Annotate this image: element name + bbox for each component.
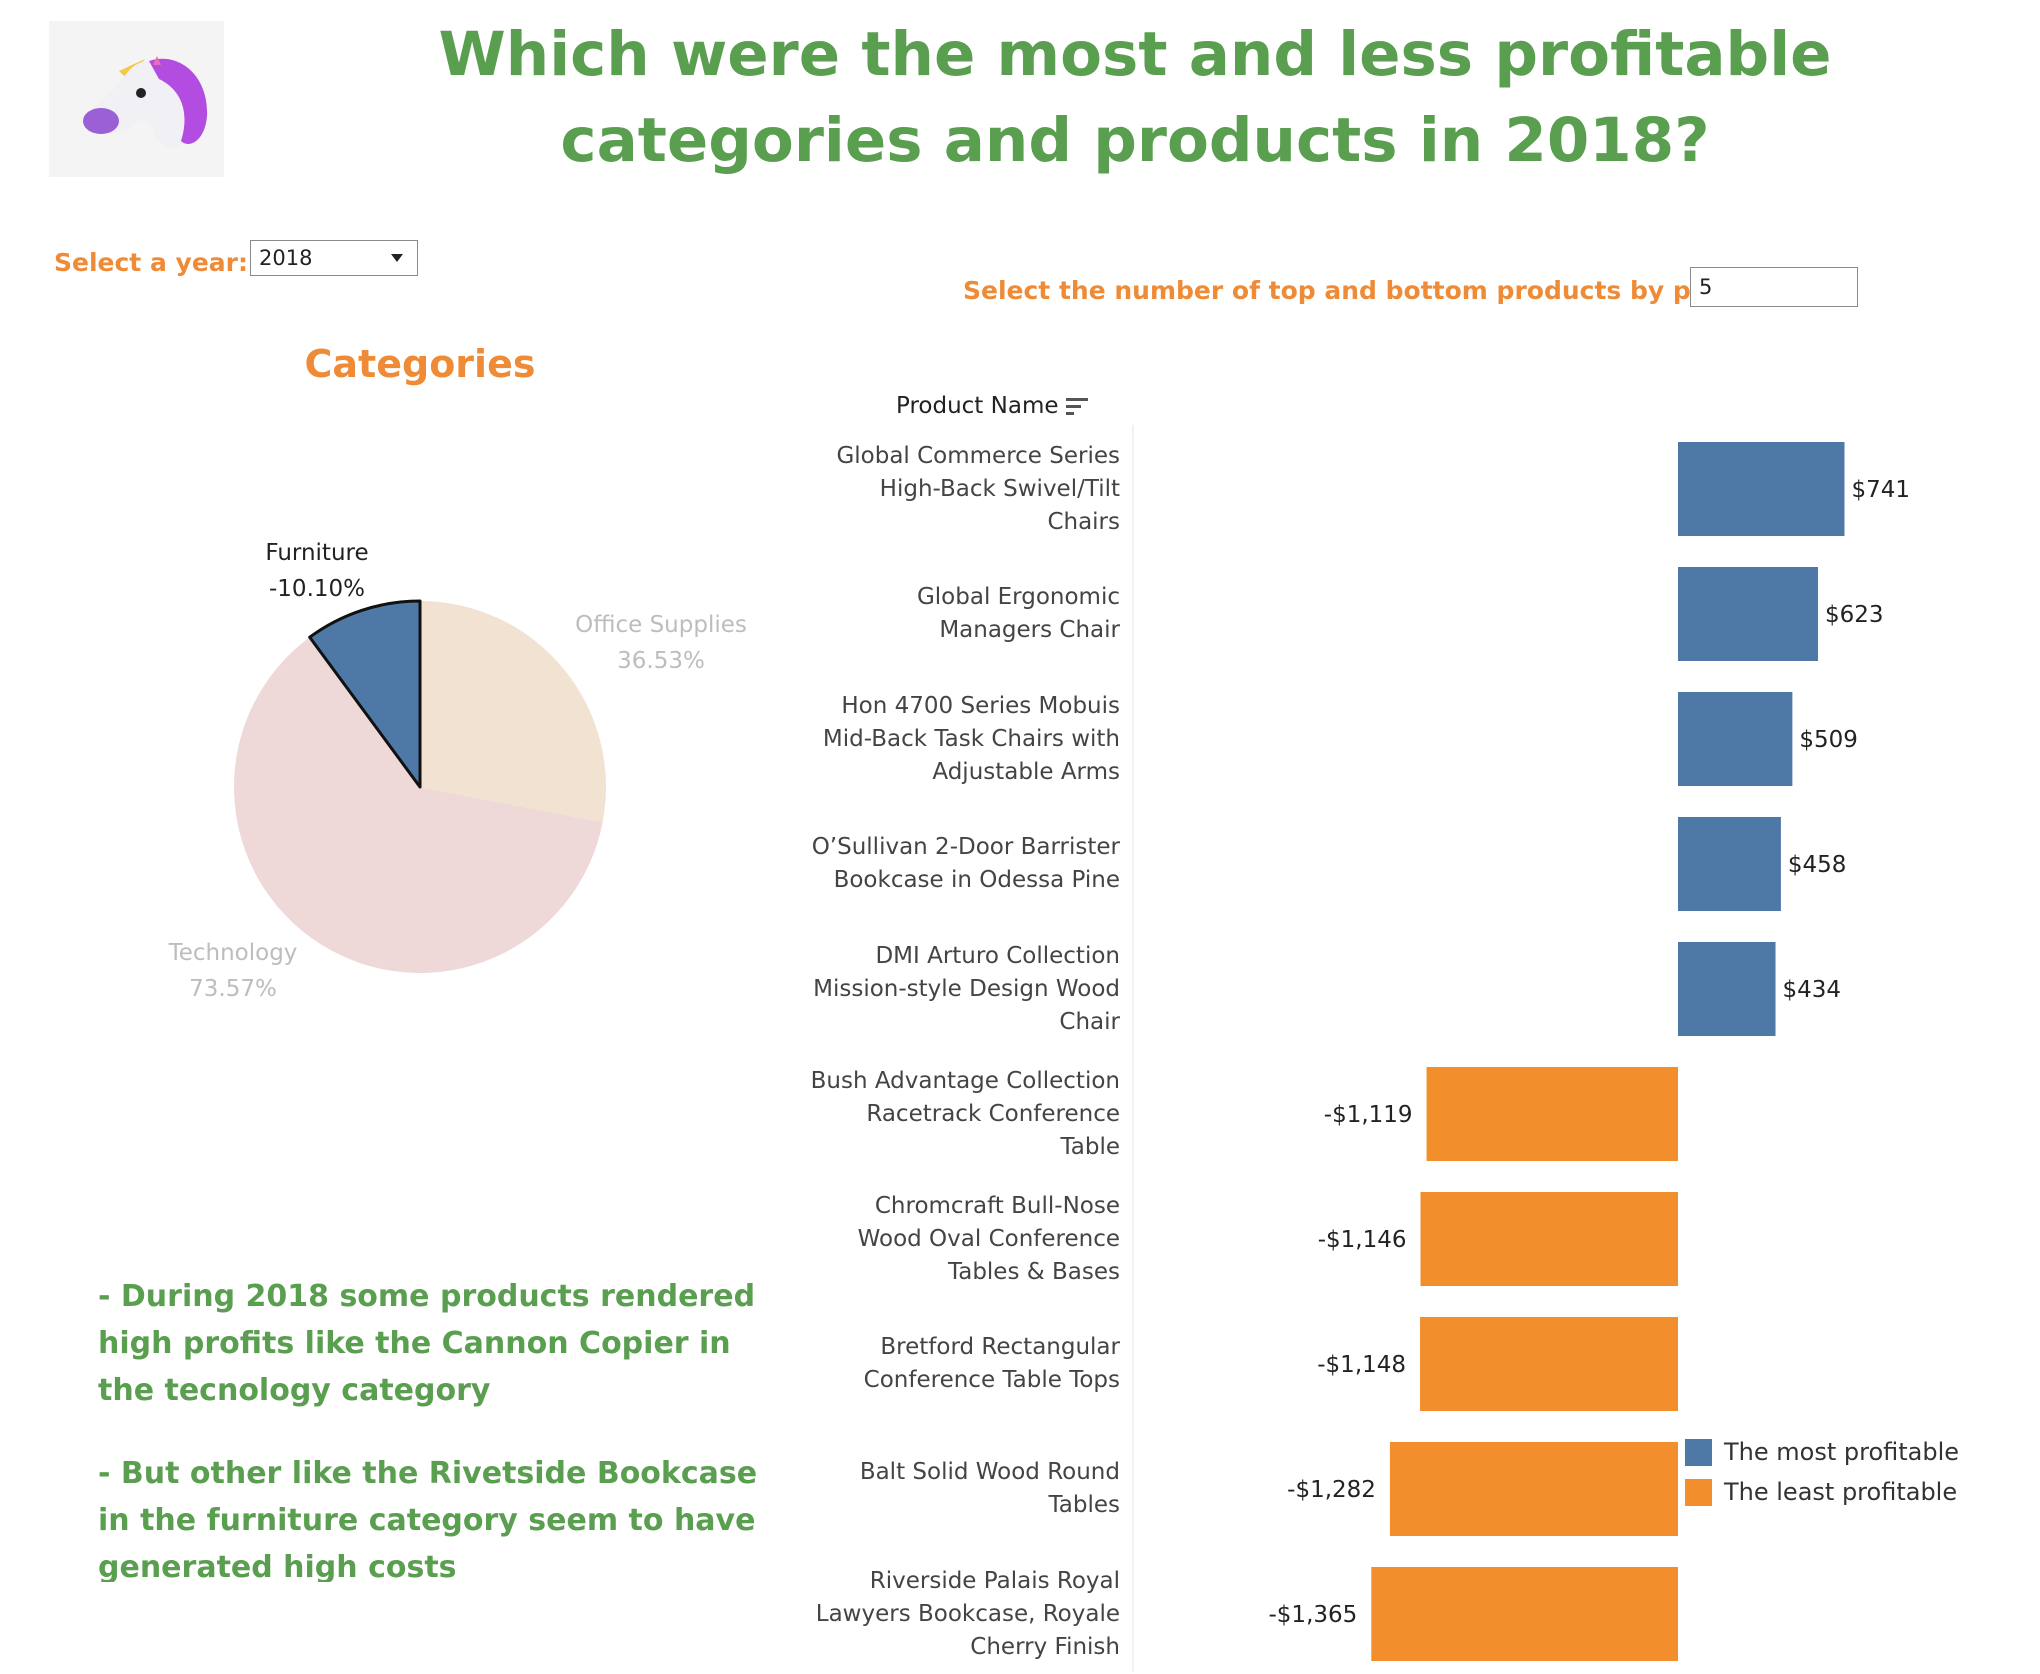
pie-label-furniture: Furniture -10.10% [232, 535, 402, 607]
bar-value-label: -$1,365 [1269, 1602, 1358, 1628]
bar-1[interactable] [1678, 567, 1818, 661]
product-row-label: O’Sullivan 2-Door Barrister Bookcase in O… [811, 834, 1120, 893]
legend-swatch [1685, 1438, 1712, 1466]
bar-0[interactable] [1678, 442, 1845, 536]
product-row-label: Hon 4700 Series Mobuis Mid-Back Task Chai… [822, 692, 1120, 785]
bar-value-label: -$1,119 [1324, 1102, 1413, 1128]
bar-3[interactable] [1678, 817, 1781, 911]
topn-input[interactable] [1690, 267, 1858, 307]
pie-slice-technology[interactable] [234, 637, 603, 973]
year-dropdown[interactable]: 2018 [250, 240, 418, 276]
chevron-down-icon [391, 254, 403, 262]
product-row-label: DMI Arturo Collection Mission-style Desig… [813, 942, 1120, 1035]
legend-item-most: The most profitable [1685, 1432, 1959, 1472]
unicorn-icon [83, 56, 208, 148]
bar-value-label: $458 [1788, 852, 1847, 878]
pie-label-name: Technology [168, 940, 298, 966]
product-row-label: Global Ergonomic Managers Chair [916, 584, 1120, 643]
topn-filter-label: Select the number of top and bottom prod… [963, 276, 1761, 305]
pie-label-name: Office Supplies [575, 612, 747, 638]
commentary-profit: - During 2018 some products rendered hig… [98, 1279, 756, 1408]
pie-label-value: 36.53% [617, 648, 705, 674]
product-row-label: Bretford Rectangular Conference Table Top… [863, 1334, 1120, 1393]
bar-2[interactable] [1678, 692, 1793, 786]
bar-value-label: -$1,148 [1317, 1352, 1406, 1378]
product-name-header: Product Name [896, 393, 1059, 419]
bar-value-label: -$1,146 [1318, 1227, 1407, 1253]
sort-icon[interactable] [1066, 398, 1088, 418]
category-pie-chart [234, 599, 606, 973]
legend-label: The least profitable [1724, 1478, 1958, 1506]
pie-label-office-supplies: Office Supplies 36.53% [566, 607, 756, 679]
bar-value-label: $741 [1852, 477, 1911, 503]
pie-label-name: Furniture [265, 540, 369, 566]
product-row-label: Riverside Palais Royal Lawyers Bookcase, … [815, 1567, 1120, 1660]
chart-legend: The most profitable The least profitable [1685, 1432, 1959, 1512]
pie-section-title: Categories [304, 342, 536, 386]
bar-8[interactable] [1389, 1442, 1678, 1536]
bar-5[interactable] [1426, 1067, 1678, 1161]
pie-label-technology: Technology 73.57% [148, 935, 318, 1007]
pie-label-value: -10.10% [269, 576, 365, 602]
legend-label: The most profitable [1724, 1438, 1960, 1466]
bar-7[interactable] [1420, 1317, 1678, 1411]
product-row-label: Chromcraft Bull-Nose Wood Oval Conference… [857, 1192, 1120, 1285]
commentary-costs: - But other like the Rivetside Bookcase … [98, 1456, 758, 1582]
year-filter-label: Select a year: [54, 248, 248, 277]
legend-swatch [1685, 1478, 1712, 1506]
bar-value-label: $623 [1825, 602, 1884, 628]
bar-6[interactable] [1420, 1192, 1678, 1286]
product-row-label: Bush Advantage Collection Racetrack Confe… [810, 1067, 1120, 1160]
pie-slice-furniture[interactable] [308, 599, 422, 789]
bar-value-label: -$1,282 [1287, 1477, 1376, 1503]
bar-9[interactable] [1371, 1567, 1678, 1661]
bar-4[interactable] [1678, 942, 1776, 1036]
unicorn-logo [49, 21, 224, 177]
product-row-label: Balt Solid Wood Round Tables [859, 1459, 1120, 1518]
pie-slice-office-supplies[interactable] [420, 601, 606, 823]
bar-value-label: $434 [1783, 977, 1842, 1003]
page-title: Which were the most and less profitable … [438, 19, 1832, 176]
year-dropdown-value: 2018 [259, 246, 313, 270]
bar-value-label: $509 [1799, 727, 1858, 753]
product-row-label: Global Commerce Series High-Back Swivel/T… [836, 442, 1120, 535]
pie-label-value: 73.57% [189, 976, 277, 1002]
legend-item-least: The least profitable [1685, 1472, 1959, 1512]
